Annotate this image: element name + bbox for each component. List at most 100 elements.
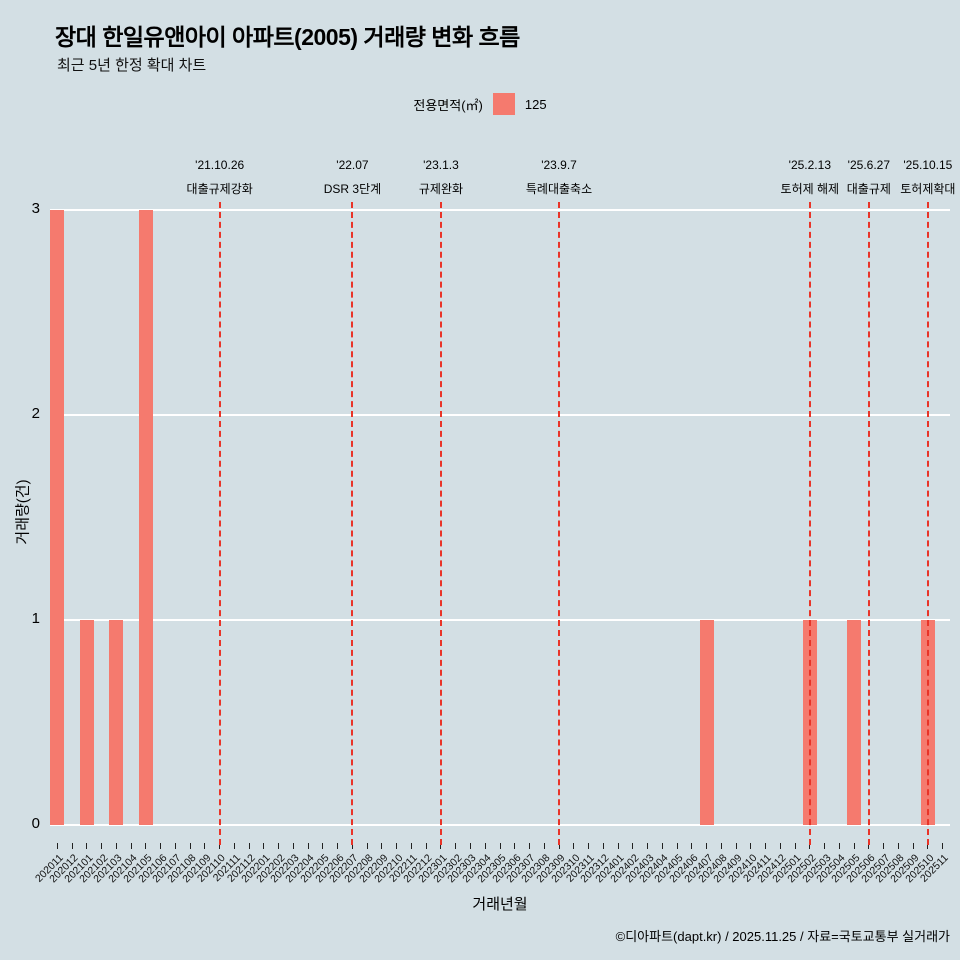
bar-202101 xyxy=(79,620,94,825)
y-tick-label-2: 2 xyxy=(31,405,40,422)
y-tick-label-3: 3 xyxy=(31,200,40,217)
x-tick-202502 xyxy=(809,843,811,849)
x-tick-202105 xyxy=(145,843,147,849)
event-date-202502: '25.2.13 xyxy=(788,158,831,172)
x-tick-202112 xyxy=(248,843,250,849)
event-line-202506 xyxy=(867,202,870,845)
event-date-202506: '25.6.27 xyxy=(847,158,891,172)
x-tick-202303 xyxy=(469,843,471,849)
event-date-202110: '21.10.26 xyxy=(195,158,245,172)
x-tick-202109 xyxy=(204,843,206,849)
x-tick-202209 xyxy=(381,843,383,849)
x-tick-202510 xyxy=(927,843,929,849)
x-tick-202410 xyxy=(750,843,752,849)
x-tick-202011 xyxy=(56,843,58,849)
x-tick-202405 xyxy=(676,843,678,849)
x-tick-202307 xyxy=(529,843,530,849)
x-tick-202211 xyxy=(410,843,412,849)
chart-subtitle: 최근 5년 한정 확대 차트 xyxy=(57,57,207,74)
x-tick-202310 xyxy=(573,843,575,849)
y-tick-label-1: 1 xyxy=(31,610,40,627)
x-tick-202102 xyxy=(101,843,103,849)
chart-title: 장대 한일유앤아이 아파트(2005) 거래량 변화 흐름 xyxy=(55,24,520,50)
gridline-y-0 xyxy=(50,824,950,826)
gridline-y-3 xyxy=(50,209,950,211)
x-tick-202401 xyxy=(617,843,619,849)
gridline-y-2 xyxy=(50,414,950,416)
x-tick-202108 xyxy=(189,843,191,849)
x-tick-202511 xyxy=(942,843,944,849)
legend-swatch xyxy=(492,93,515,115)
x-tick-202409 xyxy=(735,843,737,849)
event-line-202309 xyxy=(558,202,561,845)
y-tick-label-0: 0 xyxy=(31,815,40,832)
x-tick-202111 xyxy=(233,843,235,849)
event-date-202207: '22.07 xyxy=(336,158,369,172)
x-tick-202202 xyxy=(278,843,280,849)
legend-title: 전용면적(㎡) xyxy=(413,97,483,113)
x-tick-202412 xyxy=(779,843,781,849)
legend-item-label: 125 xyxy=(524,96,547,112)
bar-202105 xyxy=(138,210,153,825)
x-tick-202204 xyxy=(307,843,309,849)
x-tick-202203 xyxy=(292,843,294,849)
x-tick-202104 xyxy=(130,843,132,849)
x-tick-202103 xyxy=(115,843,117,849)
x-tick-202501 xyxy=(794,843,796,849)
bar-202505 xyxy=(847,620,862,825)
x-tick-202201 xyxy=(263,843,265,849)
x-tick-202107 xyxy=(174,843,176,849)
x-tick-202503 xyxy=(824,843,826,849)
x-tick-202504 xyxy=(838,843,840,849)
x-tick-202402 xyxy=(632,843,634,849)
x-tick-202301 xyxy=(440,843,442,849)
x-tick-202509 xyxy=(912,843,914,849)
x-tick-202411 xyxy=(765,843,767,849)
event-date-202301: '23.1.3 xyxy=(423,158,459,172)
event-date-202309: '23.9.7 xyxy=(541,158,577,172)
x-tick-202012 xyxy=(71,843,73,849)
x-tick-202311 xyxy=(588,843,590,849)
x-tick-202306 xyxy=(514,843,516,849)
x-tick-202101 xyxy=(86,843,88,849)
event-desc-202110: 대출규제강화 xyxy=(186,182,253,196)
x-tick-202312 xyxy=(602,843,604,849)
event-desc-202510: 토허제확대 xyxy=(900,182,956,196)
x-tick-202210 xyxy=(396,843,398,849)
footer-credit: ©디아파트(dapt.kr) / 2025.11.25 / 자료=국토교통부 실… xyxy=(615,929,950,944)
x-tick-202207 xyxy=(351,843,353,849)
event-line-202502 xyxy=(808,202,811,845)
x-tick-202206 xyxy=(337,843,339,849)
x-tick-202305 xyxy=(499,843,501,849)
bar-202103 xyxy=(109,620,124,825)
gridline-y-1 xyxy=(50,619,950,621)
legend: 전용면적(㎡) 125 xyxy=(0,93,960,115)
event-date-202510: '25.10.15 xyxy=(903,158,953,172)
x-tick-202304 xyxy=(484,843,486,849)
event-line-202301 xyxy=(439,202,442,845)
x-tick-202302 xyxy=(455,843,457,849)
event-desc-202309: 특례대출축소 xyxy=(525,182,593,196)
event-desc-202506: 대출규제 xyxy=(846,182,891,196)
x-tick-202106 xyxy=(160,843,162,849)
x-tick-202408 xyxy=(720,843,722,849)
x-tick-202407 xyxy=(706,843,708,849)
x-tick-202308 xyxy=(543,843,545,849)
x-tick-202208 xyxy=(366,843,368,849)
x-tick-202507 xyxy=(883,843,885,849)
x-tick-202403 xyxy=(647,843,649,849)
x-tick-202205 xyxy=(322,843,324,849)
x-tick-202110 xyxy=(219,843,221,849)
bar-202407 xyxy=(699,620,714,825)
event-line-202110 xyxy=(218,202,221,845)
bar-202011 xyxy=(50,210,65,825)
event-desc-202502: 토허제 해제 xyxy=(780,182,840,196)
x-tick-202406 xyxy=(691,843,693,849)
x-tick-202309 xyxy=(558,843,560,849)
x-tick-202505 xyxy=(853,843,855,849)
event-line-202207 xyxy=(351,202,354,845)
event-desc-202207: DSR 3단계 xyxy=(323,182,382,196)
x-axis-title: 거래년월 xyxy=(472,896,528,913)
